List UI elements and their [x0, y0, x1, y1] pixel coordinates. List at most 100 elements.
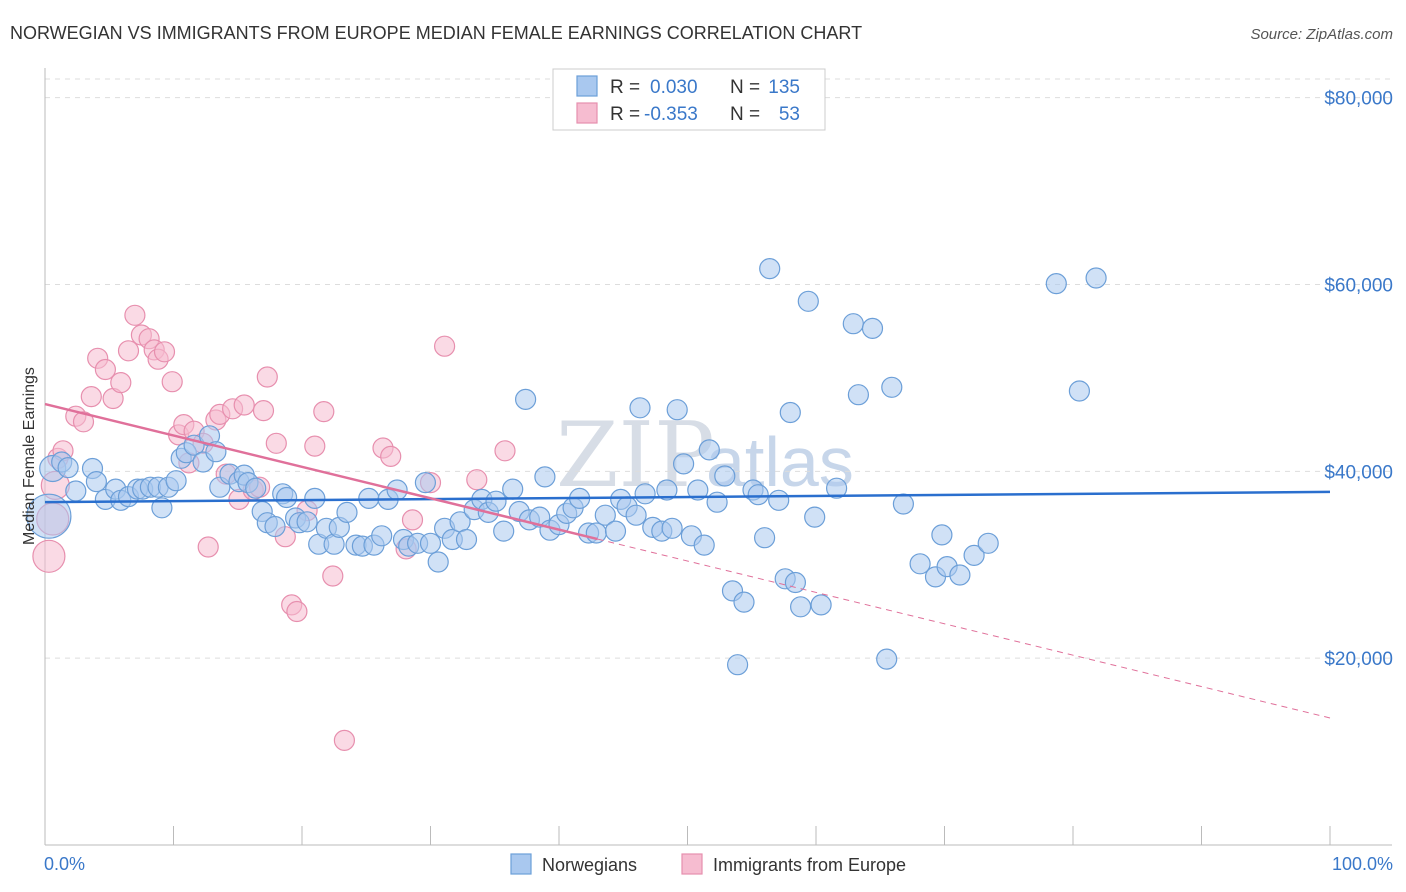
- norwegians-point: [336, 501, 358, 524]
- immigrants-point: [72, 411, 95, 433]
- legend-r-value-2: -0.353: [644, 104, 698, 125]
- norwegians-point: [789, 596, 812, 618]
- legend-frame: [552, 68, 826, 131]
- y-tick-label: $20,000: [1324, 649, 1393, 670]
- norwegians-point: [371, 525, 393, 547]
- chart-source: Source: ZipAtlas.com: [1250, 26, 1393, 43]
- series-norwegians-points: [26, 258, 1107, 676]
- immigrants-point: [313, 401, 335, 423]
- norwegians-point: [245, 477, 267, 499]
- norwegians-point: [485, 490, 507, 512]
- norwegians-point: [784, 571, 807, 594]
- bottom-legend-swatch-norwegians: [510, 853, 532, 875]
- norwegians-point: [672, 453, 695, 475]
- legend-box: R = 0.030 N = 135 R = -0.353 N = 53: [552, 68, 826, 131]
- immigrants-point: [256, 366, 278, 388]
- legend-n-value-1: 135: [768, 77, 800, 98]
- immigrants-point: [304, 435, 326, 457]
- immigrants-point: [94, 358, 117, 381]
- norwegians-point: [276, 486, 298, 509]
- immigrants-point: [252, 400, 275, 422]
- norwegians-point: [629, 397, 651, 419]
- immigrants-point: [286, 600, 308, 623]
- norwegians-point: [759, 258, 781, 280]
- norwegians-point: [165, 470, 187, 492]
- bottom-legend-immigrants: Immigrants from Europe: [713, 855, 906, 875]
- norwegians-point: [604, 520, 627, 542]
- norwegians-point: [594, 504, 616, 526]
- immigrants-point: [110, 372, 132, 394]
- norwegians-point: [693, 534, 715, 556]
- norwegians-point: [977, 532, 999, 554]
- immigrants-point: [161, 371, 183, 393]
- norwegians-point: [753, 527, 776, 549]
- immigrants-point: [401, 509, 424, 531]
- norwegians-point: [963, 544, 985, 567]
- immigrants-point: [197, 536, 219, 558]
- immigrants-point: [322, 565, 344, 587]
- immigrants-point: [117, 340, 140, 362]
- norwegians-point: [726, 654, 749, 676]
- chart-title: NORWEGIAN VS IMMIGRANTS FROM EUROPE MEDI…: [10, 23, 862, 43]
- grid-lines: [45, 78, 1392, 659]
- legend-n-label-2: N =: [730, 104, 760, 125]
- x-tick-marks: [173, 826, 1331, 845]
- norwegians-point: [779, 401, 801, 424]
- legend-swatch-immigrants: [576, 102, 598, 124]
- bottom-legend: Norwegians Immigrants from Europe: [510, 853, 906, 875]
- norwegians-point: [842, 313, 864, 335]
- bottom-legend-norwegians: Norwegians: [542, 855, 637, 875]
- norwegians-point: [304, 487, 326, 509]
- immigrants-point: [434, 335, 456, 357]
- norwegians-point: [747, 484, 769, 506]
- norwegians-point: [57, 457, 79, 479]
- immigrants-point: [32, 539, 66, 573]
- immigrants-point: [153, 341, 176, 363]
- bottom-legend-swatch-immigrants: [681, 853, 703, 875]
- norwegians-point: [698, 439, 720, 461]
- norwegians-point: [151, 497, 173, 519]
- immigrants-trend-line-extension: [597, 538, 1331, 719]
- norwegians-point: [1068, 380, 1091, 402]
- norwegians-point: [85, 471, 108, 493]
- norwegians-point: [949, 564, 971, 586]
- norwegians-point: [534, 466, 556, 488]
- norwegians-point: [264, 515, 286, 538]
- norwegians-point: [1085, 267, 1107, 289]
- immigrants-point: [466, 469, 488, 491]
- x-tick-label-max: 100.0%: [1332, 854, 1393, 874]
- legend-r-label-2: R =: [610, 104, 640, 125]
- norwegians-point: [514, 388, 537, 410]
- legend-n-label-1: N =: [730, 77, 760, 98]
- legend-r-label-1: R =: [610, 77, 640, 98]
- immigrants-point: [380, 445, 402, 467]
- norwegians-point: [733, 591, 755, 613]
- norwegians-point: [634, 483, 656, 505]
- immigrants-point: [333, 729, 355, 752]
- norwegians-point: [419, 532, 442, 554]
- norwegians-point: [687, 479, 709, 501]
- immigrants-point: [265, 432, 287, 454]
- norwegians-point: [876, 648, 898, 670]
- norwegians-point: [26, 493, 72, 539]
- norwegians-point: [797, 290, 819, 312]
- norwegians-point: [455, 528, 478, 551]
- norwegians-point: [493, 520, 515, 542]
- norwegians-point: [656, 479, 678, 501]
- norwegians-point: [1045, 273, 1067, 295]
- immigrants-point: [233, 394, 255, 416]
- norwegians-point: [810, 594, 832, 616]
- norwegians-point: [714, 465, 736, 487]
- norwegians-point: [661, 517, 683, 539]
- trend-lines: [44, 402, 1331, 719]
- y-tick-label: $80,000: [1324, 89, 1393, 110]
- y-tick-label: $40,000: [1324, 462, 1393, 483]
- legend-n-value-2: 53: [779, 104, 800, 125]
- norwegians-point: [625, 504, 647, 526]
- norwegians-point: [931, 524, 953, 546]
- norwegians-point: [892, 493, 915, 515]
- norwegians-point: [414, 472, 436, 494]
- norwegians-point: [909, 553, 931, 575]
- immigrants-point: [124, 304, 146, 326]
- norwegians-point: [666, 399, 688, 421]
